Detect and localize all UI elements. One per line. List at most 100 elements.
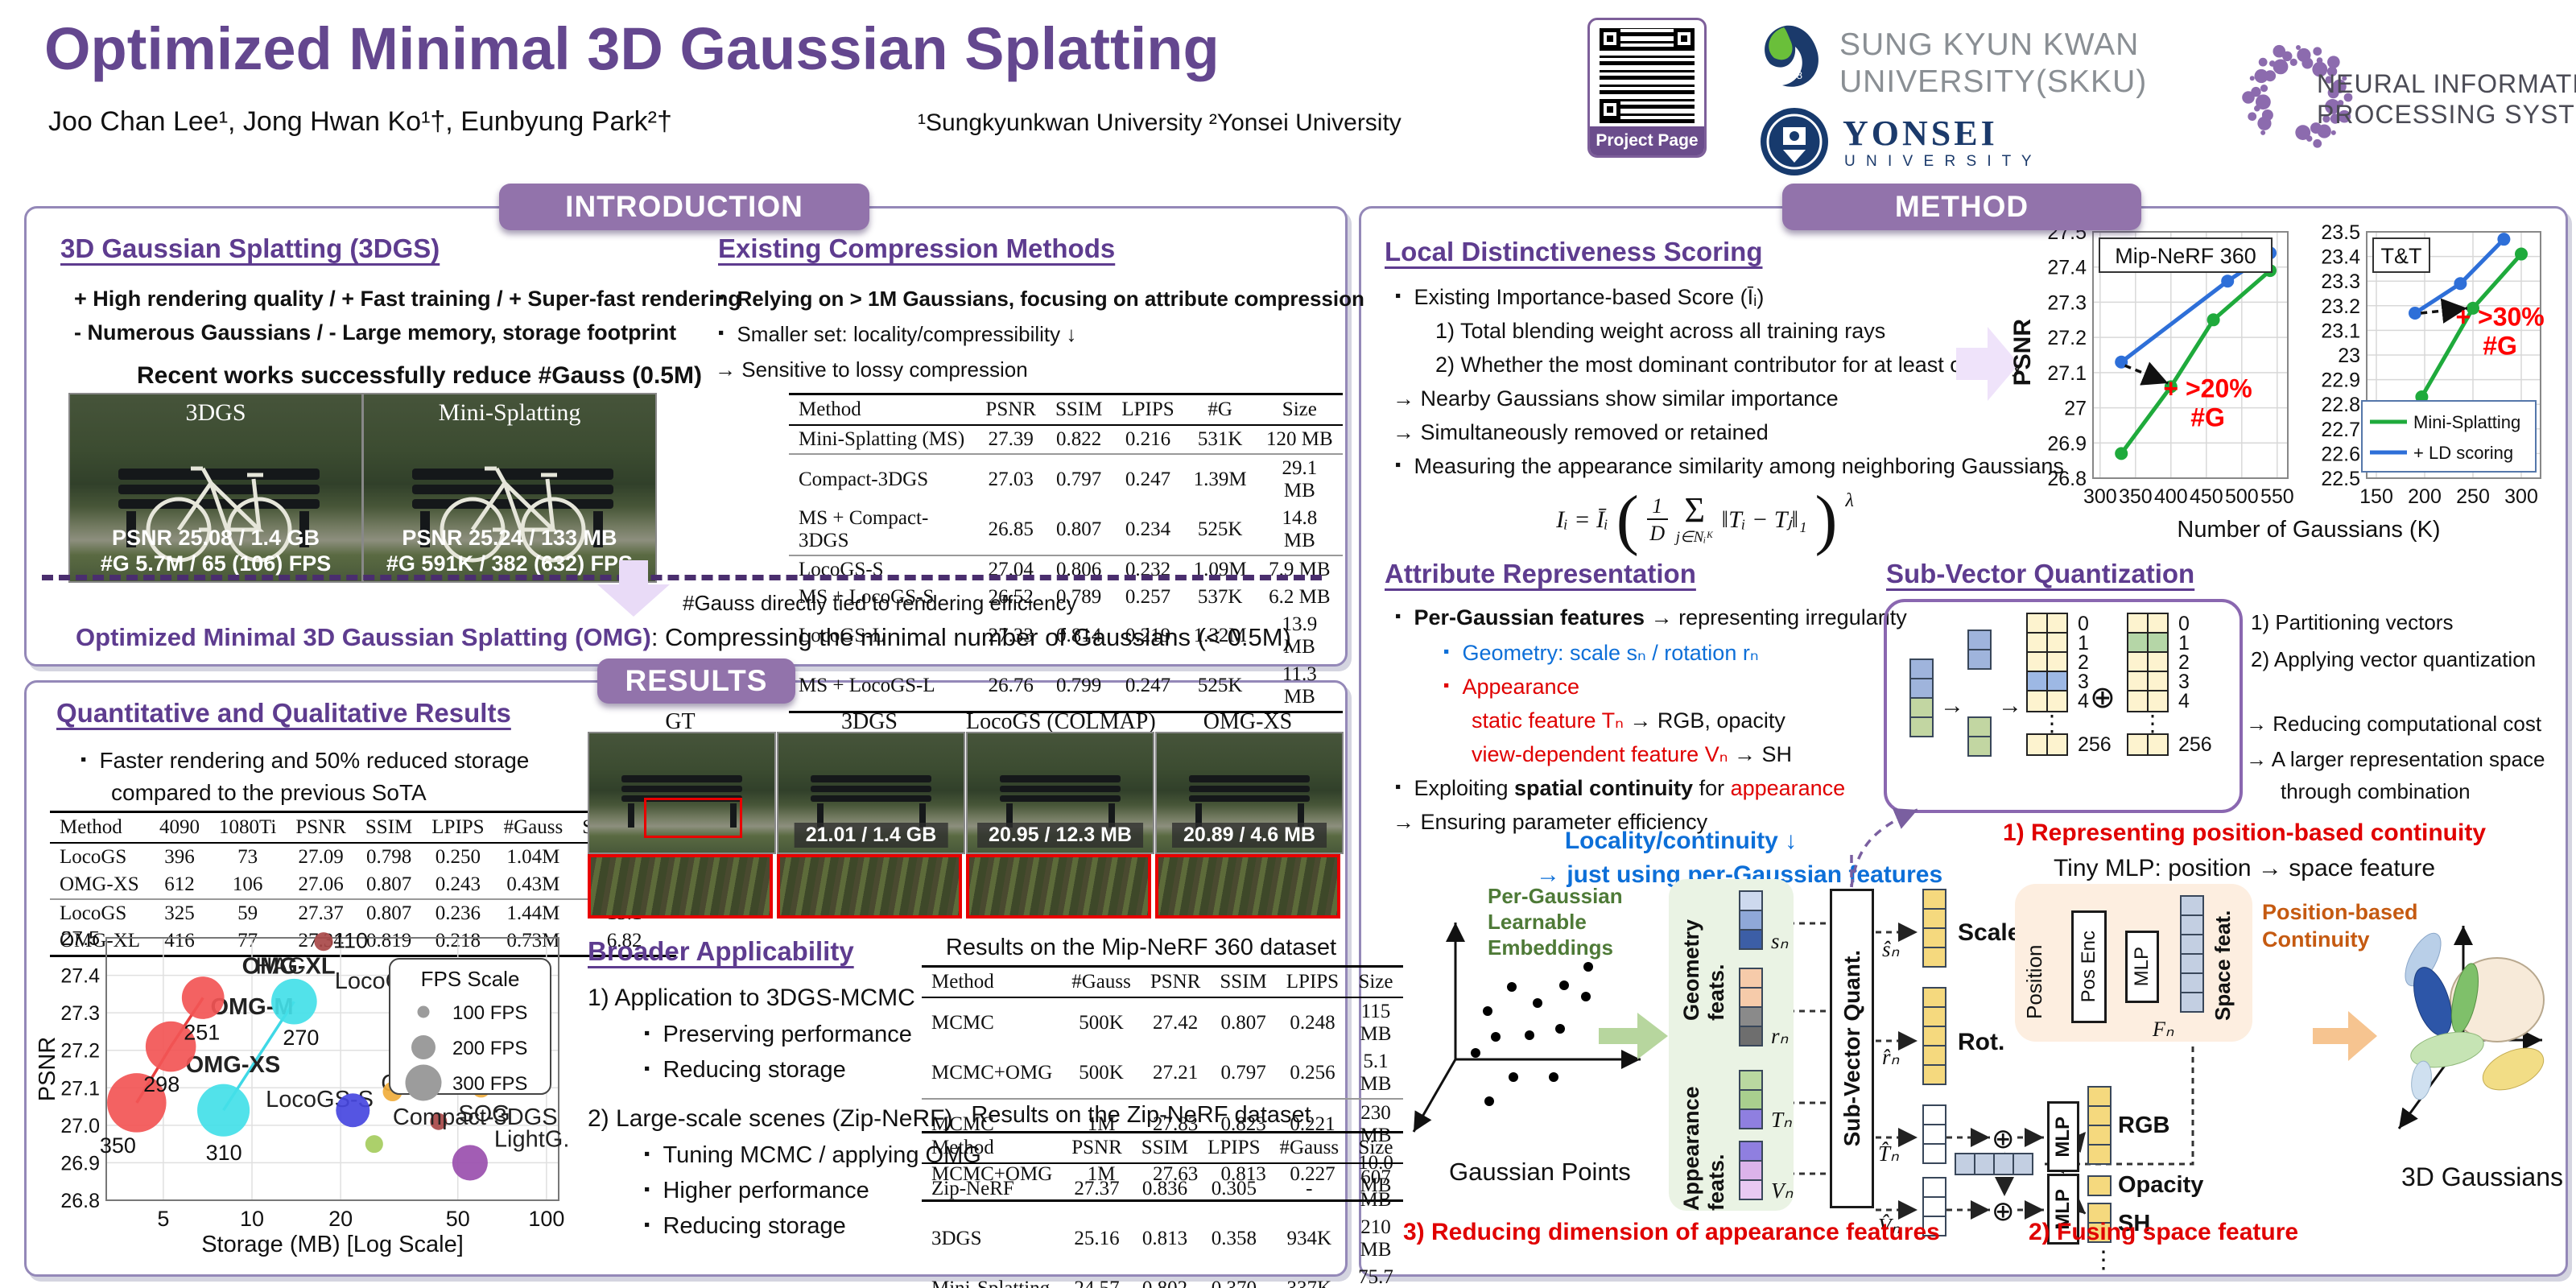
lds-a1: → Nearby Gaussians show similar importan… xyxy=(1393,386,1839,411)
broader-heading: Broader Applicability xyxy=(588,936,854,966)
intro-compression-table: Method PSNR SSIM LPIPS #G Size Mini-Splatting … xyxy=(789,393,1343,713)
qual-crop-gt xyxy=(588,854,773,919)
svq-subvector-top xyxy=(1967,630,1992,670)
table-row: MS + LocoGS-S 26.52 0.789 0.257 537K 6.2 MB xyxy=(789,584,1343,611)
svg-text:PSNR: PSNR xyxy=(39,1037,60,1102)
svg-text:200: 200 xyxy=(2408,485,2442,508)
skku-logo: 1398 SUNG KYUN KWAN UNIVERSITY(SKKU) xyxy=(1755,23,2182,103)
table-cell: 525K xyxy=(1183,661,1257,713)
table-cell: 500K xyxy=(1079,1012,1124,1034)
intro-compression-b3: → Sensitive to lossy compression xyxy=(715,357,1028,382)
table-cell: 0.234 xyxy=(1125,518,1171,540)
table-cell: OMG-XL xyxy=(50,927,150,957)
table-cell: 0.73M xyxy=(493,927,573,957)
svg-text:22.6: 22.6 xyxy=(2321,443,2360,465)
zip-table: Method PSNR SSIM LPIPS #Gauss Size Zip-NeRF 27.… xyxy=(922,1131,1403,1288)
svg-text:350: 350 xyxy=(100,1133,136,1158)
vector-cell xyxy=(1922,1124,1946,1145)
svg-text:27.2: 27.2 xyxy=(60,1040,100,1063)
mlp-box-2: MLP xyxy=(2047,1174,2079,1245)
zip-table-title: Results on the Zip-NeRF dataset xyxy=(971,1102,1311,1128)
table-cell: MS + Compact-3DGS xyxy=(799,507,929,551)
table-header-cell: LPIPS xyxy=(1276,965,1349,998)
table-cell: 0.236 xyxy=(422,898,494,927)
formula-den: D xyxy=(1649,521,1666,545)
space-feat-label: Space feat. xyxy=(2211,910,2235,1021)
codebook-index: 0 xyxy=(2078,612,2089,635)
svg-text:400: 400 xyxy=(2154,485,2188,508)
table-cell: 0.807 xyxy=(355,898,423,927)
codebook-dots: ⋮ xyxy=(2041,711,2063,736)
vector-cell xyxy=(1922,947,1946,968)
vector-cell xyxy=(2180,953,2204,974)
vector-cell xyxy=(2180,895,2204,916)
svg-text:200 FPS: 200 FPS xyxy=(452,1038,527,1059)
table-cell: 27.42 xyxy=(1153,1012,1199,1034)
table-cell: 26.52 xyxy=(988,586,1034,608)
table-cell: 0.807 xyxy=(1056,518,1102,540)
svg-text:22.8: 22.8 xyxy=(2321,394,2360,416)
table-cell: 25.16 xyxy=(1074,1228,1120,1249)
codebook-index: 3 xyxy=(2178,670,2190,693)
attr-b2-pre: Exploiting xyxy=(1414,776,1515,800)
tn-hat-stack xyxy=(1922,1104,1946,1164)
attr-b2-mid: for xyxy=(1693,776,1731,800)
vector-cell xyxy=(1922,1104,1946,1125)
codebook-index: 4 xyxy=(2078,689,2089,712)
table-cell: 0.807 xyxy=(1220,1012,1266,1034)
svg-text:27.1: 27.1 xyxy=(60,1077,100,1100)
project-page-label[interactable]: Project Page xyxy=(1590,126,1704,155)
skku-name-line2: UNIVERSITY(SKKU) xyxy=(1839,64,2148,99)
svg-text:OMG-XL: OMG-XL xyxy=(242,954,336,980)
table-cell: 500K xyxy=(1079,1062,1124,1084)
table-header-cell: Size xyxy=(1348,1131,1403,1164)
svg-text:T&T: T&T xyxy=(2381,244,2422,268)
codebook-cell xyxy=(2046,690,2068,712)
svg-text:27.1: 27.1 xyxy=(2047,362,2087,385)
table-cell: 934K xyxy=(1286,1228,1332,1249)
table-cell: OMG-XS xyxy=(60,873,139,895)
table-header-cell: SSIM xyxy=(1210,965,1277,998)
attr-static-red: static feature Tₙ xyxy=(1472,708,1624,733)
codebook-index: 256 xyxy=(2178,733,2212,756)
appearance-feats-label: Appearance feats. xyxy=(1679,1086,1728,1211)
table-header-cell: PSNR xyxy=(1062,1131,1132,1164)
pos-mlp-label: MLP xyxy=(2131,947,2153,987)
qual-caption: 20.89 / 4.6 MB xyxy=(1172,823,1327,848)
space-feat-stack xyxy=(2180,895,2204,1013)
table-cell: 77 xyxy=(209,927,287,957)
svg-text:HAC: HAC xyxy=(255,954,304,980)
table-cell: 525K xyxy=(1197,518,1243,540)
qual-image-omgxs: 20.89 / 4.6 MB xyxy=(1155,732,1344,854)
qual-crop-omgxs xyxy=(1155,854,1340,919)
intro-image-caption1: PSNR 25.24 / 133 MB xyxy=(402,526,617,550)
svg-text:310: 310 xyxy=(206,1141,242,1165)
position-label: Position xyxy=(2022,944,2046,1020)
intro-compression-b1-text: Relying on > 1M Gaussians, focusing on a… xyxy=(737,287,1364,311)
svg-text:OMG-XS: OMG-XS xyxy=(186,1052,281,1078)
svq-arr2: → A larger representation space xyxy=(2246,747,2545,771)
intro-3dgs-heading: 3D Gaussian Splatting (3DGS) xyxy=(60,233,440,263)
vector-cell xyxy=(2087,1105,2112,1126)
table-cell: MS + LocoGS-S xyxy=(799,586,935,608)
codebook-cell xyxy=(2046,632,2068,654)
table-cell: 0.256 xyxy=(1290,1062,1335,1084)
svq-column-label: Sub-Vector Quant. xyxy=(1839,950,1864,1147)
svg-text:27.0: 27.0 xyxy=(60,1115,100,1137)
vector-cell xyxy=(1739,1026,1763,1046)
table-row: MS + LocoGS-L 26.76 0.799 0.247 525K 11.3 MB xyxy=(789,661,1343,713)
orange-arrow-icon xyxy=(2313,1011,2377,1061)
table-header-cell: #Gauss xyxy=(493,811,573,844)
codebook-cell xyxy=(2046,733,2068,756)
introduction-content: 3D Gaussian Splatting (3DGS) + High rend… xyxy=(24,206,1364,713)
table-cell: 27.33 xyxy=(988,625,1034,646)
vector-cell xyxy=(2180,992,2204,1013)
svg-text:450: 450 xyxy=(2190,485,2223,508)
formula-body: ‖Tᵢ − Tⱼ‖₁ xyxy=(1721,506,1807,534)
yonsei-name: YONSEI xyxy=(1843,114,1998,153)
table-header-cell: Size xyxy=(1348,965,1403,998)
project-page-qr[interactable]: Project Page xyxy=(1587,18,1707,158)
lds-b1: Existing Importance-based Score (Īᵢ) xyxy=(1395,285,1764,310)
